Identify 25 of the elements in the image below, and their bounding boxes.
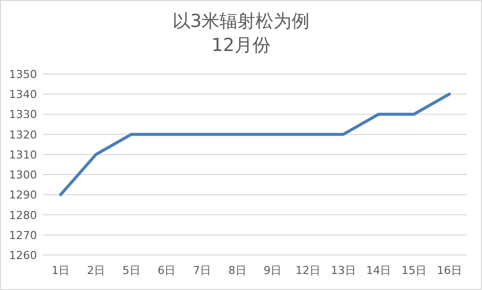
y-tick-label: 1320 xyxy=(9,128,37,142)
x-tick-label: 12日 xyxy=(296,264,320,277)
x-tick-label: 6日 xyxy=(158,264,176,277)
line-series xyxy=(59,92,451,196)
x-tick-label: 13日 xyxy=(330,264,356,277)
x-tick-label: 1日 xyxy=(52,264,70,277)
x-tick-label: 15日 xyxy=(402,264,426,277)
x-tick-label: 16日 xyxy=(436,264,462,277)
chart-title: 以3米辐射松为例 xyxy=(172,11,310,32)
x-tick-label: 2日 xyxy=(87,264,105,277)
y-tick-label: 1260 xyxy=(9,249,37,262)
y-tick-label: 1270 xyxy=(9,228,37,242)
chart-subtitle: 12月份 xyxy=(212,35,270,56)
x-tick-label: 8日 xyxy=(228,264,246,277)
x-tick-label: 7日 xyxy=(193,264,211,277)
x-tick-label: 9日 xyxy=(264,264,282,277)
y-tick-label: 1350 xyxy=(9,68,37,81)
y-tick-label: 1290 xyxy=(9,188,37,202)
y-tick-label: 1340 xyxy=(9,88,37,102)
y-tick-label: 1280 xyxy=(9,208,37,222)
x-tick-label: 14日 xyxy=(366,264,392,277)
y-tick-label: 1330 xyxy=(9,108,37,122)
y-tick-label: 1310 xyxy=(9,148,37,162)
x-tick-label: 5日 xyxy=(122,264,140,277)
y-tick-label: 1300 xyxy=(9,168,37,182)
